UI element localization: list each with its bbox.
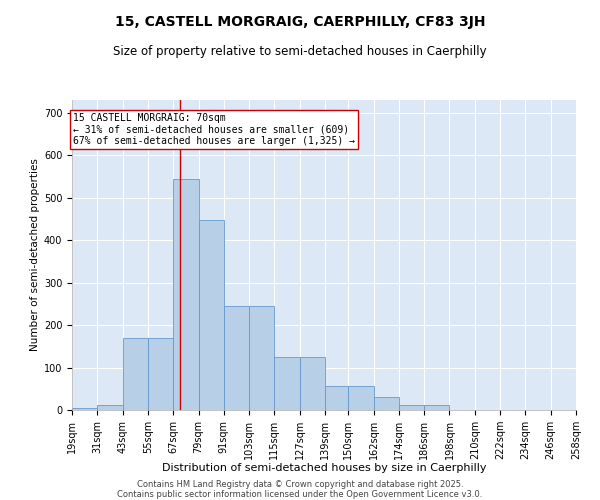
Bar	[72, 408, 97, 410]
Bar	[300, 357, 325, 410]
Bar	[224, 306, 249, 410]
Text: 15, CASTELL MORGRAIG, CAERPHILLY, CF83 3JH: 15, CASTELL MORGRAIG, CAERPHILLY, CF83 3…	[115, 15, 485, 29]
Text: Contains public sector information licensed under the Open Government Licence v3: Contains public sector information licen…	[118, 490, 482, 499]
X-axis label: Distribution of semi-detached houses by size in Caerphilly: Distribution of semi-detached houses by …	[162, 464, 486, 473]
Bar	[122, 338, 148, 410]
Bar	[348, 386, 374, 410]
Text: Contains HM Land Registry data © Crown copyright and database right 2025.: Contains HM Land Registry data © Crown c…	[137, 480, 463, 489]
Bar	[173, 178, 199, 410]
Bar	[97, 405, 122, 410]
Text: Size of property relative to semi-detached houses in Caerphilly: Size of property relative to semi-detach…	[113, 45, 487, 58]
Bar	[424, 405, 449, 410]
Bar	[374, 398, 399, 410]
Bar	[249, 306, 274, 410]
Text: 15 CASTELL MORGRAIG: 70sqm
← 31% of semi-detached houses are smaller (609)
67% o: 15 CASTELL MORGRAIG: 70sqm ← 31% of semi…	[73, 112, 355, 146]
Bar	[274, 357, 300, 410]
Bar	[199, 220, 224, 410]
Bar	[399, 405, 424, 410]
Y-axis label: Number of semi-detached properties: Number of semi-detached properties	[29, 158, 40, 352]
Bar	[325, 386, 348, 410]
Bar	[148, 338, 173, 410]
